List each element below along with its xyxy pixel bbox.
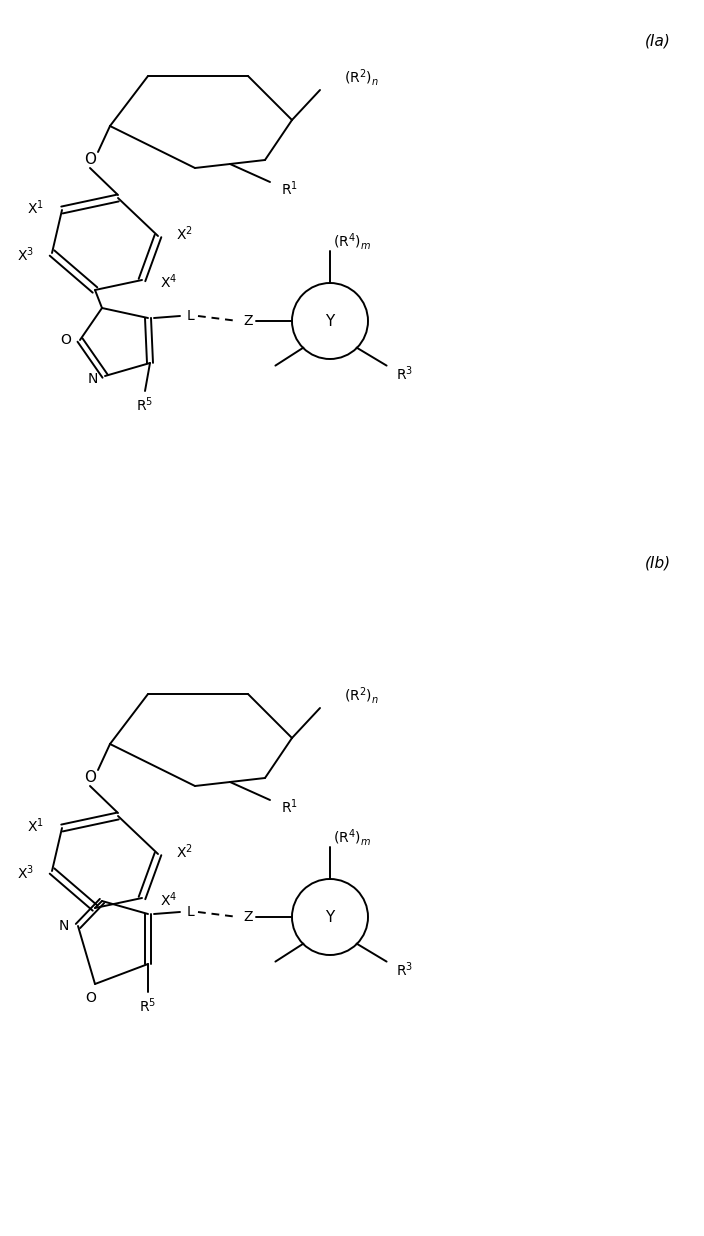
Text: N: N <box>59 920 69 933</box>
Text: R$^3$: R$^3$ <box>396 960 413 979</box>
Text: R$^1$: R$^1$ <box>282 797 298 816</box>
Text: O: O <box>84 152 96 168</box>
Text: O: O <box>86 991 96 1005</box>
Text: Z: Z <box>244 910 253 925</box>
Text: R$^5$: R$^5$ <box>139 996 156 1015</box>
Text: X$^3$: X$^3$ <box>17 864 34 883</box>
Text: R$^1$: R$^1$ <box>282 179 298 198</box>
Text: (Ia): (Ia) <box>645 33 671 48</box>
Text: (Ib): (Ib) <box>645 555 671 571</box>
Text: Y: Y <box>325 314 334 329</box>
Text: (R$^2$)$_n$: (R$^2$)$_n$ <box>344 686 379 707</box>
Text: X$^4$: X$^4$ <box>160 273 177 292</box>
Text: N: N <box>88 372 98 386</box>
Text: (R$^4$)$_m$: (R$^4$)$_m$ <box>333 230 371 251</box>
Text: (R$^4$)$_m$: (R$^4$)$_m$ <box>333 827 371 848</box>
Text: R$^3$: R$^3$ <box>396 365 413 383</box>
Text: X$^4$: X$^4$ <box>160 891 177 910</box>
Text: L: L <box>186 309 194 323</box>
Text: O: O <box>84 770 96 786</box>
Text: X$^1$: X$^1$ <box>27 199 44 218</box>
Text: X$^2$: X$^2$ <box>176 843 193 861</box>
Text: Z: Z <box>244 314 253 328</box>
Text: X$^2$: X$^2$ <box>176 225 193 243</box>
Text: O: O <box>61 332 71 347</box>
Text: X$^1$: X$^1$ <box>27 817 44 836</box>
Text: L: L <box>186 905 194 920</box>
Text: Y: Y <box>325 910 334 925</box>
Text: (R$^2$)$_n$: (R$^2$)$_n$ <box>344 68 379 89</box>
Text: X$^3$: X$^3$ <box>17 246 34 265</box>
Text: R$^5$: R$^5$ <box>137 396 153 414</box>
